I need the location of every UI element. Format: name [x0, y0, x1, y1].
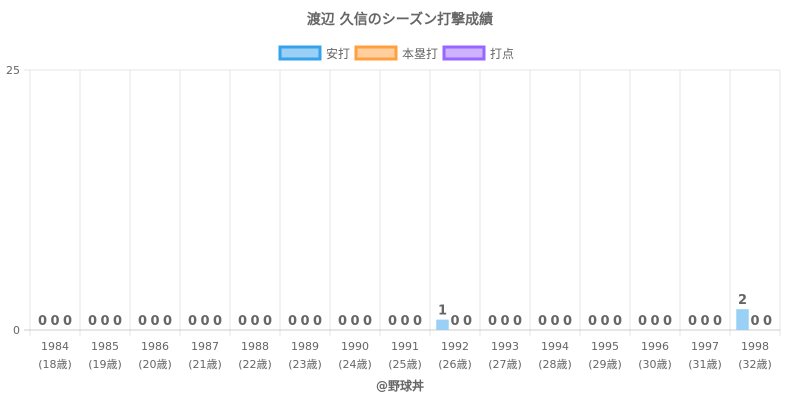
x-tick-label: 1997 — [691, 340, 719, 353]
legend-item[interactable]: 本塁打 — [354, 45, 438, 61]
x-tick-sublabel: (31歳) — [688, 358, 722, 371]
x-tick-sublabel: (19歳) — [88, 358, 122, 371]
legend-item[interactable]: 打点 — [442, 45, 514, 61]
data-label: 0 — [300, 314, 309, 329]
x-tick-label: 1989 — [291, 340, 319, 353]
data-label: 0 — [750, 314, 759, 329]
data-label: 0 — [550, 314, 559, 329]
x-tick-label: 1991 — [391, 340, 419, 353]
data-label: 0 — [513, 314, 522, 329]
data-label: 0 — [263, 314, 272, 329]
data-label: 0 — [150, 314, 159, 329]
data-label: 0 — [213, 314, 222, 329]
legend-swatch — [354, 45, 398, 61]
x-tick-sublabel: (24歳) — [338, 358, 372, 371]
data-label: 0 — [463, 314, 472, 329]
x-tick-label: 1995 — [591, 340, 619, 353]
x-tick-label: 1996 — [641, 340, 669, 353]
data-label: 0 — [338, 314, 347, 329]
x-tick-sublabel: (18歳) — [38, 358, 72, 371]
x-tick-sublabel: (30歳) — [638, 358, 672, 371]
credit-text: @野球丼 — [376, 378, 424, 393]
data-label: 0 — [88, 314, 97, 329]
bar — [736, 309, 749, 330]
data-label: 0 — [538, 314, 547, 329]
data-label: 0 — [250, 314, 259, 329]
x-tick-label: 1990 — [341, 340, 369, 353]
x-tick-sublabel: (25歳) — [388, 358, 422, 371]
x-tick-label: 1998 — [741, 340, 769, 353]
legend: 安打 本塁打 打点 — [278, 45, 514, 61]
x-tick-sublabel: (22歳) — [238, 358, 272, 371]
legend-swatch — [278, 45, 322, 61]
x-tick-sublabel: (27歳) — [488, 358, 522, 371]
data-label: 1 — [438, 304, 447, 319]
data-label: 0 — [200, 314, 209, 329]
x-tick-sublabel: (20歳) — [138, 358, 172, 371]
data-label: 0 — [688, 314, 697, 329]
x-tick-sublabel: (21歳) — [188, 358, 222, 371]
data-labels: 0 0 0 0 0 0 0 0 0 0 0 0 0 0 0 0 0 0 0 0 0 0 0 010 0 0 0 0 0 0 0 0 0 0 0 0 0 0… — [38, 293, 772, 329]
data-label: 0 — [38, 314, 47, 329]
x-tick-label: 1992 — [441, 340, 469, 353]
data-label: 0 — [613, 314, 622, 329]
data-label: 0 — [313, 314, 322, 329]
data-label: 0 — [400, 314, 409, 329]
data-label: 0 — [413, 314, 422, 329]
x-tick-label: 1987 — [191, 340, 219, 353]
x-tick-label: 1985 — [91, 340, 119, 353]
data-label: 0 — [450, 314, 459, 329]
x-tick-label: 1994 — [541, 340, 569, 353]
data-label: 2 — [738, 293, 747, 308]
data-label: 0 — [100, 314, 109, 329]
x-tick-label: 1986 — [141, 340, 169, 353]
bars — [436, 309, 749, 330]
data-label: 0 — [663, 314, 672, 329]
x-tick-sublabel: (28歳) — [538, 358, 572, 371]
data-label: 0 — [63, 314, 72, 329]
x-tick-sublabel: (29歳) — [588, 358, 622, 371]
y-tick-label: 25 — [6, 64, 20, 77]
data-label: 0 — [563, 314, 572, 329]
x-tick-sublabel: (26歳) — [438, 358, 472, 371]
data-label: 0 — [638, 314, 647, 329]
legend-swatch — [442, 45, 486, 61]
y-tick-label: 0 — [13, 324, 20, 337]
x-tick-label: 1988 — [241, 340, 269, 353]
data-label: 0 — [388, 314, 397, 329]
data-label: 0 — [700, 314, 709, 329]
y-axis: 0 25 — [6, 64, 20, 337]
data-label: 0 — [288, 314, 297, 329]
data-label: 0 — [488, 314, 497, 329]
x-tick-label: 1993 — [491, 340, 519, 353]
data-label: 0 — [500, 314, 509, 329]
x-tick-sublabel: (32歳) — [738, 358, 772, 371]
legend-label: 安打 — [326, 46, 350, 61]
legend-label: 本塁打 — [402, 47, 438, 61]
data-label: 0 — [763, 314, 772, 329]
legend-item[interactable]: 安打 — [278, 45, 350, 61]
data-label: 0 — [188, 314, 197, 329]
x-axis: 1984 (18歳) 1985 (19歳) 1986 (20歳) 1987 (21歳) 1988… — [38, 340, 772, 371]
data-label: 0 — [238, 314, 247, 329]
x-tick-label: 1984 — [41, 340, 69, 353]
x-tick-sublabel: (23歳) — [288, 358, 322, 371]
data-label: 0 — [363, 314, 372, 329]
grid-lines — [24, 69, 781, 336]
data-label: 0 — [50, 314, 59, 329]
chart-title: 渡辺 久信のシーズン打撃成績 — [307, 11, 493, 28]
data-label: 0 — [163, 314, 172, 329]
data-label: 0 — [713, 314, 722, 329]
bar — [436, 319, 449, 330]
data-label: 0 — [350, 314, 359, 329]
data-label: 0 — [113, 314, 122, 329]
legend-label: 打点 — [490, 47, 514, 61]
data-label: 0 — [600, 314, 609, 329]
data-label: 0 — [588, 314, 597, 329]
data-label: 0 — [138, 314, 147, 329]
data-label: 0 — [650, 314, 659, 329]
